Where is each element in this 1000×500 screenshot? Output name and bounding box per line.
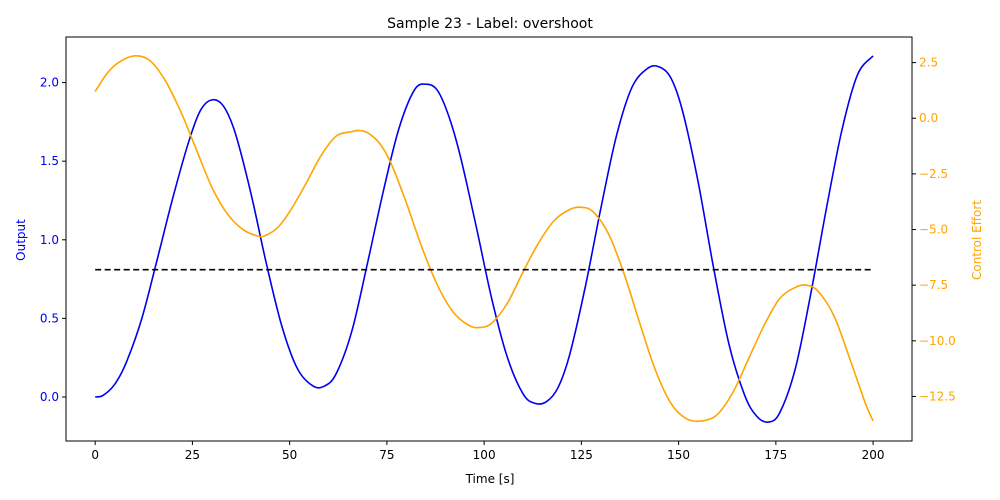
x-tick-label: 75 bbox=[379, 448, 394, 462]
right-tick-label: −7.5 bbox=[919, 278, 948, 292]
right-tick-label: −2.5 bbox=[919, 167, 948, 181]
right-tick-label: −5.0 bbox=[919, 223, 948, 237]
x-tick-label: 0 bbox=[91, 448, 99, 462]
right-tick-label: 0.0 bbox=[919, 111, 938, 125]
x-tick-label: 175 bbox=[764, 448, 787, 462]
right-tick-label: −12.5 bbox=[919, 389, 956, 403]
left-tick-label: 0.5 bbox=[40, 311, 59, 325]
x-tick-label: 25 bbox=[185, 448, 200, 462]
x-tick-label: 125 bbox=[570, 448, 593, 462]
x-axis: 0 25 50 75 100 125 150 175 200 bbox=[91, 441, 885, 462]
control-effort-series-line bbox=[94, 55, 874, 423]
left-tick-label: 2.0 bbox=[40, 76, 59, 90]
series-layer bbox=[94, 55, 874, 424]
right-y-axis-title: Control Effort bbox=[970, 200, 984, 280]
x-tick-label: 50 bbox=[282, 448, 297, 462]
x-tick-label: 150 bbox=[667, 448, 690, 462]
left-y-axis-title: Output bbox=[14, 219, 28, 261]
x-tick-label: 100 bbox=[473, 448, 496, 462]
left-y-axis: 0.0 0.5 1.0 1.5 2.0 bbox=[40, 76, 66, 404]
output-series-line bbox=[95, 55, 874, 424]
left-tick-label: 1.0 bbox=[40, 233, 59, 247]
right-y-axis: 2.5 0.0 −2.5 −5.0 −7.5 −10.0 −12.5 bbox=[912, 56, 956, 403]
right-tick-label: 2.5 bbox=[919, 56, 938, 70]
chart-title: Sample 23 - Label: overshoot bbox=[387, 16, 593, 32]
right-tick-label: −10.0 bbox=[919, 334, 956, 348]
left-tick-label: 0.0 bbox=[40, 390, 59, 404]
plot-frame bbox=[65, 36, 913, 442]
left-tick-label: 1.5 bbox=[40, 154, 59, 168]
x-tick-label: 200 bbox=[862, 448, 885, 462]
x-axis-title: Time [s] bbox=[465, 472, 515, 486]
